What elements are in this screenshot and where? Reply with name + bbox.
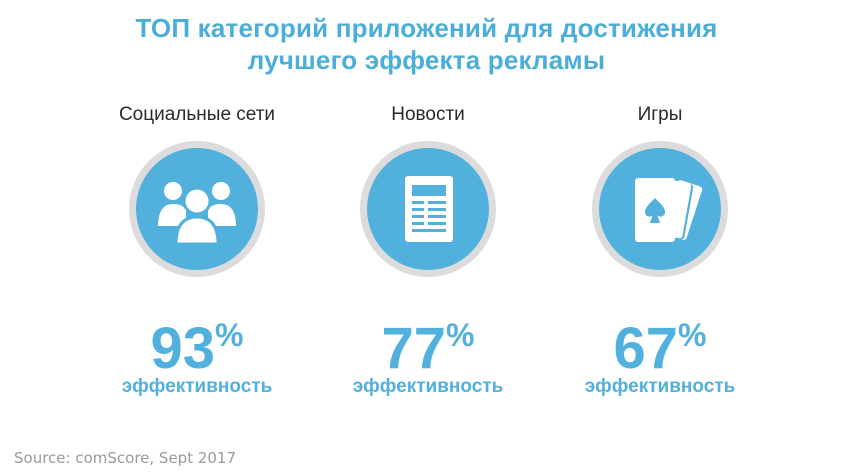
page-title-line-2: лучшего эффекта рекламы: [247, 45, 606, 75]
efficiency-caption: эффективность: [121, 376, 273, 397]
efficiency-percent: 67%: [613, 316, 707, 381]
category-label: Новости: [391, 104, 465, 125]
efficiency-caption: эффективность: [352, 376, 504, 397]
people-group-icon: [158, 182, 236, 246]
efficiency-percent: 93%: [150, 316, 244, 381]
icon-circle: [129, 141, 265, 277]
newspaper-icon: [405, 176, 453, 242]
source-note: Source: comScore, Sept 2017: [14, 449, 237, 467]
icon-circle: [592, 141, 728, 277]
playing-cards-icon: [635, 178, 703, 242]
category-label: Социальные сети: [118, 104, 276, 125]
efficiency-caption: эффективность: [584, 376, 736, 397]
icon-circle: [360, 141, 496, 277]
efficiency-percent: 77%: [381, 316, 475, 381]
page-title-line-1: ТОП категорий приложений для достижения: [135, 13, 718, 43]
category-games: Игры 67% эффективность: [550, 0, 770, 474]
page-title: ТОП категорий приложений для достижения …: [0, 12, 853, 76]
category-label: Игры: [637, 104, 683, 125]
category-social: Социальные сети 93% эффективность: [87, 0, 307, 474]
category-news: Новости 77% эффективность: [318, 0, 538, 474]
